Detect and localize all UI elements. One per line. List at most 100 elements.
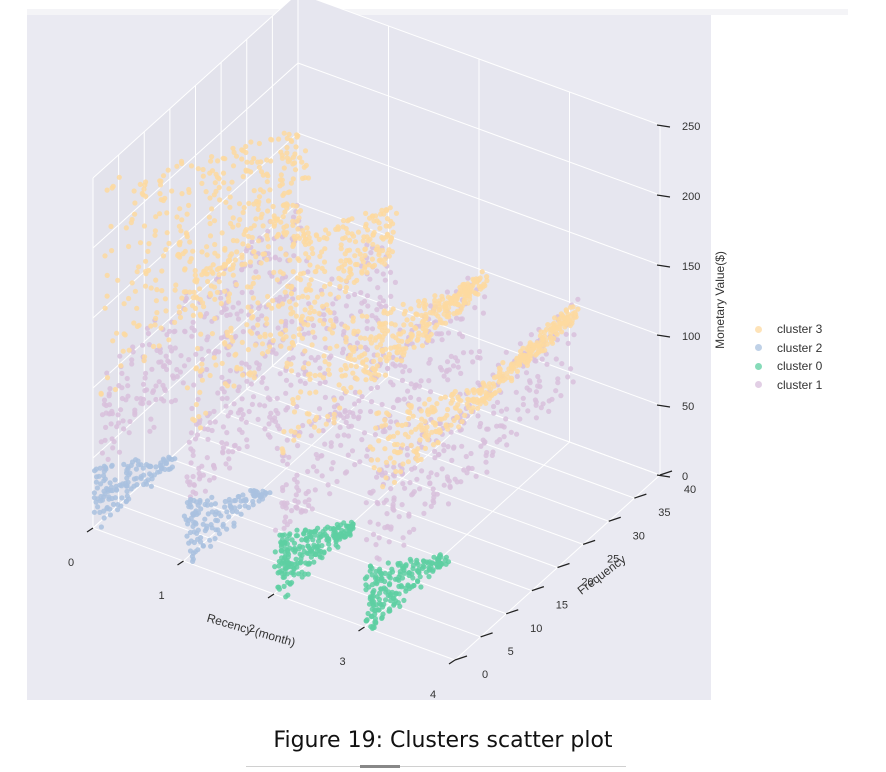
point-cluster-1	[431, 499, 437, 506]
point-cluster-3	[321, 353, 327, 359]
point-cluster-3	[449, 393, 455, 399]
point-cluster-3	[444, 412, 450, 418]
point-cluster-3	[295, 395, 301, 401]
point-cluster-1	[274, 445, 280, 451]
point-cluster-1	[306, 330, 312, 336]
point-cluster-3	[401, 349, 407, 355]
point-cluster-3	[157, 182, 164, 188]
point-cluster-3	[568, 304, 574, 310]
point-cluster-3	[414, 337, 420, 343]
point-cluster-1	[364, 325, 370, 332]
point-cluster-3	[234, 364, 240, 370]
point-cluster-3	[231, 383, 237, 389]
point-cluster-3	[283, 334, 289, 340]
point-cluster-2	[125, 464, 131, 470]
point-cluster-1	[359, 394, 365, 400]
point-cluster-3	[299, 313, 305, 319]
point-cluster-0	[308, 554, 314, 560]
point-cluster-3	[290, 202, 296, 208]
point-cluster-1	[565, 340, 571, 346]
y-axis-label: Frequency	[575, 552, 629, 597]
point-cluster-0	[277, 569, 283, 575]
point-cluster-3	[350, 233, 357, 239]
point-cluster-1	[305, 269, 311, 275]
point-cluster-3	[245, 243, 251, 249]
point-cluster-3	[510, 365, 517, 372]
point-cluster-1	[428, 470, 434, 476]
point-cluster-3	[395, 450, 402, 456]
point-cluster-3	[297, 271, 304, 277]
point-cluster-3	[353, 363, 359, 370]
point-cluster-3	[383, 223, 389, 229]
point-cluster-3	[240, 148, 246, 154]
point-cluster-3	[253, 216, 259, 222]
point-cluster-3	[428, 331, 434, 337]
point-cluster-2	[124, 483, 130, 489]
point-cluster-0	[301, 531, 307, 537]
point-cluster-0	[301, 548, 307, 555]
point-cluster-1	[247, 263, 253, 269]
point-cluster-3	[290, 176, 296, 182]
point-cluster-1	[448, 353, 454, 359]
point-cluster-1	[211, 463, 217, 469]
point-cluster-3	[243, 167, 249, 173]
point-cluster-3	[451, 417, 457, 423]
point-cluster-3	[281, 190, 287, 196]
point-cluster-0	[282, 565, 288, 571]
point-cluster-3	[104, 187, 110, 193]
point-cluster-1	[269, 349, 275, 355]
point-cluster-1	[230, 304, 236, 310]
point-cluster-3	[571, 314, 578, 320]
y-tick	[454, 655, 468, 661]
point-cluster-3	[153, 277, 159, 283]
point-cluster-2	[148, 483, 154, 489]
point-cluster-3	[299, 159, 305, 165]
point-cluster-1	[520, 401, 527, 408]
point-cluster-3	[312, 269, 318, 275]
point-cluster-0	[279, 540, 285, 546]
point-cluster-2	[118, 503, 124, 509]
point-cluster-3	[270, 337, 276, 344]
point-cluster-0	[417, 574, 423, 580]
point-cluster-1	[148, 416, 154, 422]
point-cluster-3	[154, 287, 160, 293]
point-cluster-1	[295, 443, 301, 449]
point-cluster-3	[375, 352, 381, 358]
point-cluster-3	[265, 293, 271, 300]
point-cluster-3	[420, 318, 426, 324]
point-cluster-3	[315, 264, 321, 270]
point-cluster-2	[197, 539, 204, 545]
point-cluster-3	[338, 258, 344, 264]
point-cluster-1	[390, 354, 396, 360]
point-cluster-2	[184, 533, 190, 539]
point-cluster-1	[231, 401, 237, 407]
point-cluster-1	[219, 396, 225, 402]
point-cluster-1	[227, 312, 233, 318]
point-cluster-1	[150, 389, 156, 395]
point-cluster-1	[223, 403, 229, 409]
point-cluster-1	[166, 359, 173, 366]
point-cluster-3	[382, 261, 388, 267]
point-cluster-3	[284, 150, 290, 156]
point-cluster-2	[226, 514, 232, 520]
point-cluster-3	[384, 231, 390, 237]
point-cluster-1	[406, 513, 412, 519]
point-cluster-3	[216, 265, 222, 271]
point-cluster-1	[308, 433, 314, 439]
point-cluster-1	[275, 423, 281, 429]
point-cluster-3	[182, 267, 188, 273]
point-cluster-0	[337, 534, 343, 540]
point-cluster-3	[212, 180, 218, 186]
point-cluster-1	[182, 298, 188, 304]
point-cluster-2	[113, 486, 119, 492]
point-cluster-3	[213, 188, 219, 194]
point-cluster-1	[282, 519, 288, 525]
point-cluster-3	[322, 336, 328, 342]
point-cluster-3	[553, 330, 559, 336]
point-cluster-3	[226, 344, 232, 350]
point-cluster-1	[211, 408, 217, 414]
point-cluster-3	[327, 345, 333, 351]
point-cluster-1	[402, 364, 408, 370]
grid-line-z	[297, 272, 661, 406]
point-cluster-3	[322, 359, 328, 365]
